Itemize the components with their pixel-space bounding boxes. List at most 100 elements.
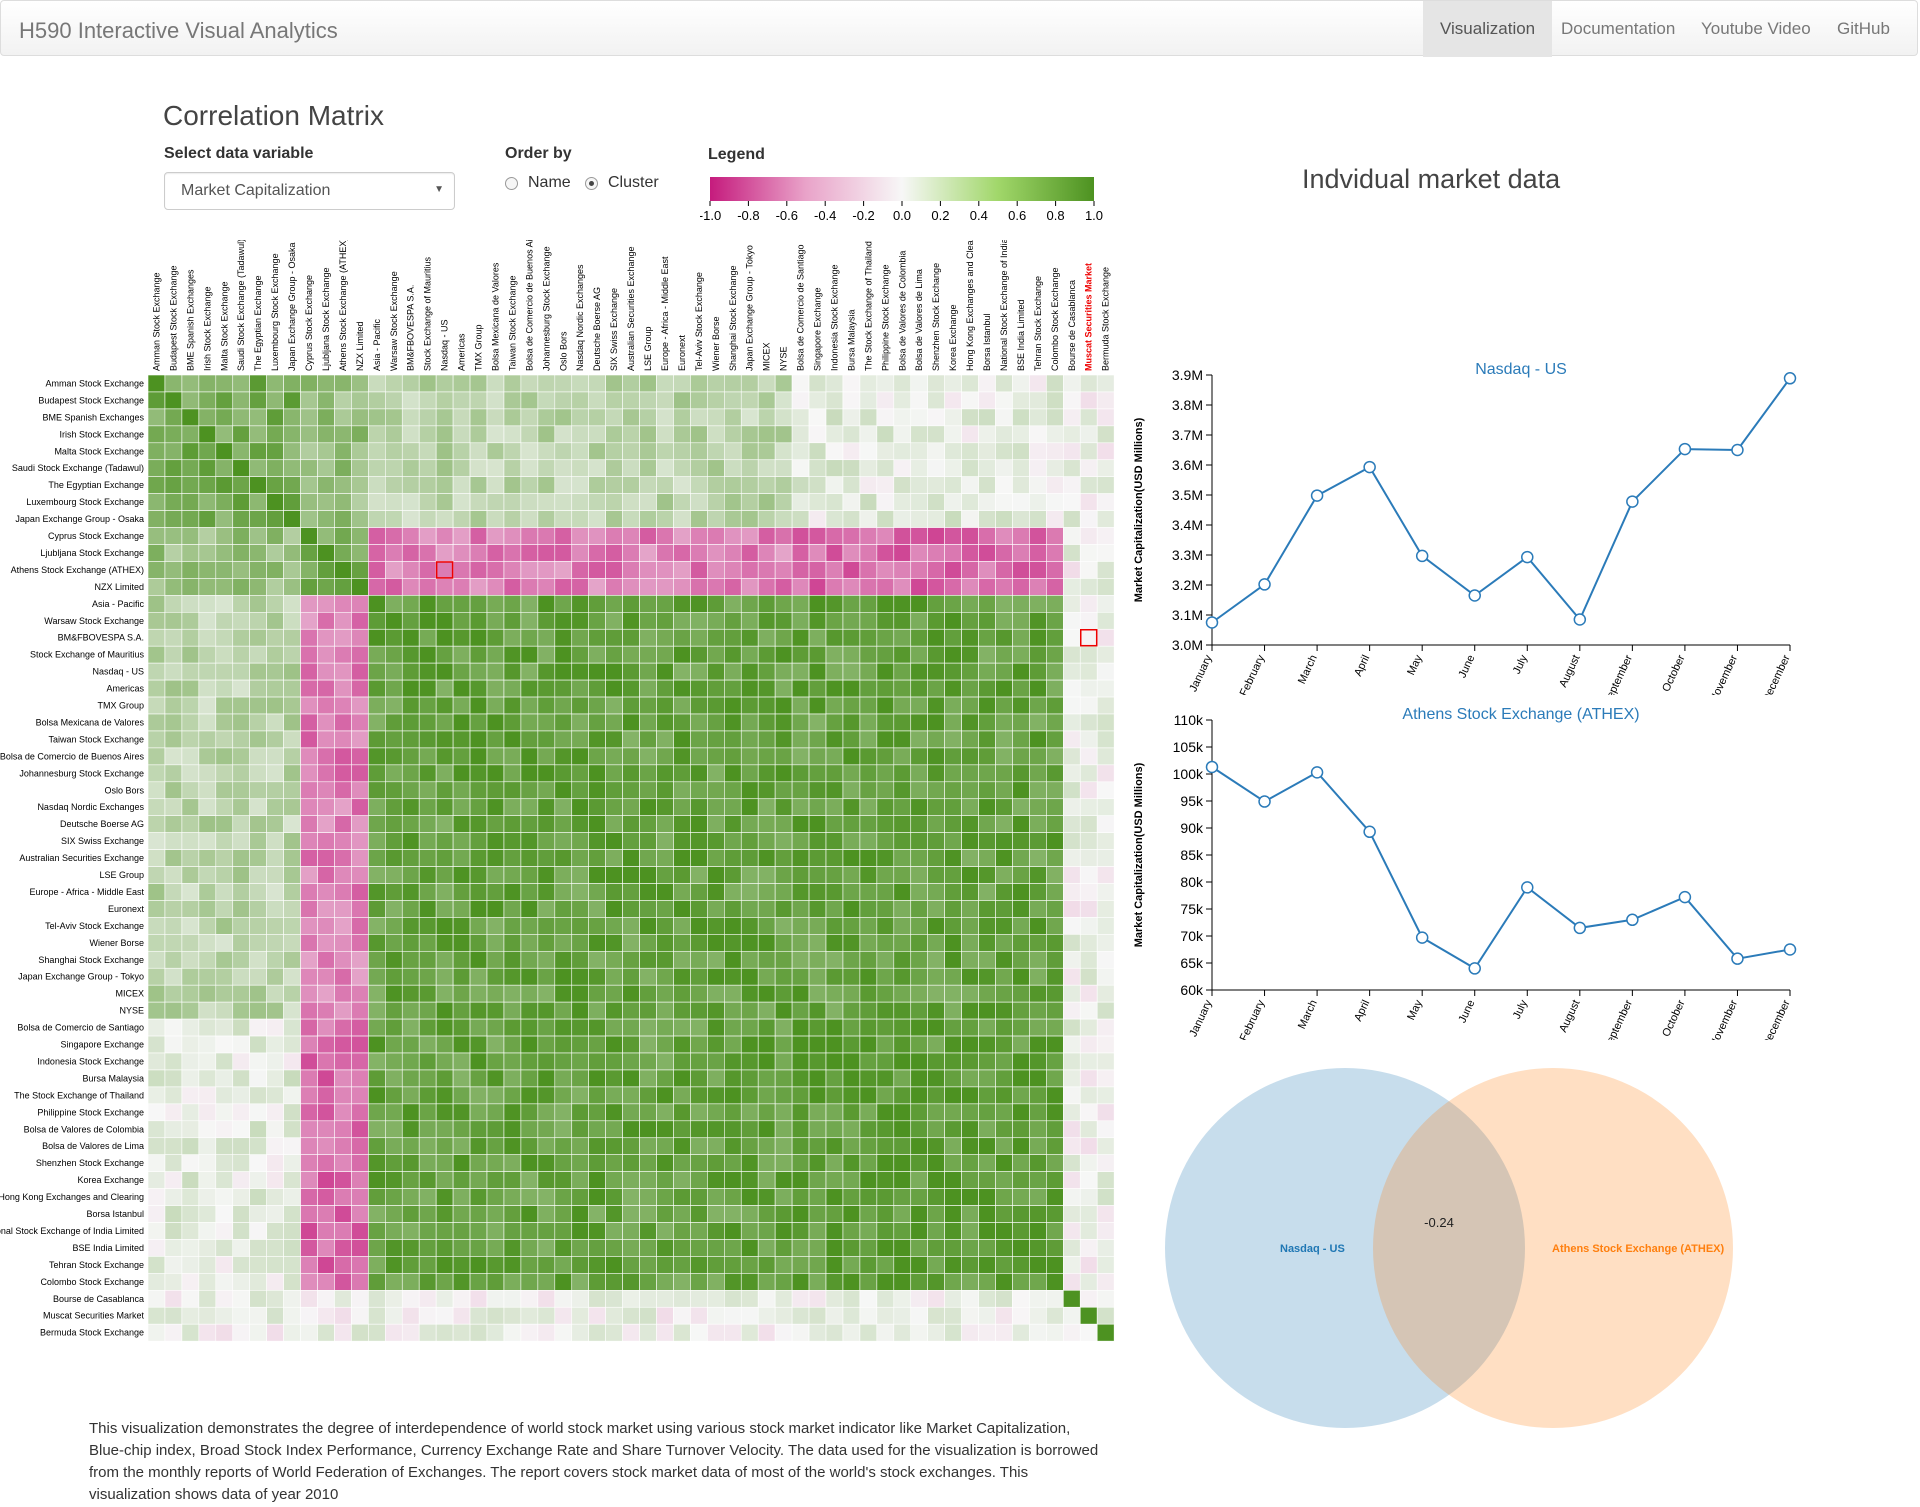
matrix-cell[interactable] [469, 578, 488, 596]
matrix-cell[interactable] [198, 1306, 217, 1325]
matrix-cell[interactable] [893, 730, 912, 749]
matrix-cell[interactable] [927, 1205, 945, 1223]
matrix-cell[interactable] [384, 493, 403, 511]
matrix-cell[interactable] [656, 696, 674, 715]
matrix-cell[interactable] [690, 1103, 708, 1122]
matrix-cell[interactable] [588, 967, 606, 986]
matrix-cell[interactable] [469, 662, 488, 681]
matrix-cell[interactable] [978, 544, 996, 562]
matrix-cell[interactable] [1079, 595, 1098, 613]
matrix-cell[interactable] [554, 866, 573, 884]
matrix-cell[interactable] [520, 781, 539, 800]
matrix-cell[interactable] [1079, 374, 1098, 393]
matrix-cell[interactable] [181, 1086, 200, 1105]
matrix-cell[interactable] [452, 1323, 471, 1342]
matrix-cell[interactable] [334, 408, 352, 427]
matrix-cell[interactable] [249, 900, 267, 918]
matrix-cell[interactable] [656, 1171, 674, 1189]
matrix-cell[interactable] [164, 442, 183, 461]
matrix-cell[interactable] [910, 1052, 929, 1071]
matrix-cell[interactable] [1096, 1239, 1115, 1257]
matrix-cell[interactable] [334, 1086, 352, 1105]
matrix-cell[interactable] [198, 815, 217, 833]
matrix-cell[interactable] [995, 645, 1013, 664]
matrix-cell[interactable] [740, 967, 759, 986]
matrix-cell[interactable] [605, 1086, 623, 1105]
matrix-cell[interactable] [368, 781, 386, 800]
matrix-cell[interactable] [995, 1018, 1013, 1037]
matrix-column-label[interactable]: Japan Exchange Group - Osaka [287, 242, 297, 371]
matrix-cell[interactable] [927, 527, 945, 545]
matrix-cell[interactable] [1046, 967, 1064, 986]
matrix-cell[interactable] [808, 1137, 827, 1156]
matrix-cell[interactable] [893, 781, 912, 800]
matrix-cell[interactable] [452, 1222, 471, 1240]
matrix-cell[interactable] [368, 798, 386, 817]
matrix-cell[interactable] [452, 1239, 471, 1257]
matrix-cell[interactable] [334, 1205, 352, 1223]
matrix-cell[interactable] [452, 781, 471, 800]
matrix-cell[interactable] [198, 459, 217, 478]
matrix-cell[interactable] [554, 628, 573, 647]
matrix-cell[interactable] [656, 645, 674, 664]
matrix-cell[interactable] [605, 730, 623, 749]
matrix-cell[interactable] [588, 510, 606, 528]
matrix-cell[interactable] [1012, 1001, 1030, 1020]
matrix-cell[interactable] [1046, 1290, 1064, 1308]
matrix-cell[interactable] [351, 1171, 369, 1189]
matrix-cell[interactable] [622, 595, 640, 613]
matrix-cell[interactable] [927, 391, 945, 410]
matrix-cell[interactable] [995, 934, 1013, 952]
order-cluster-radio[interactable] [585, 177, 598, 190]
matrix-cell[interactable] [1029, 561, 1047, 579]
matrix-cell[interactable] [198, 544, 217, 562]
matrix-cell[interactable] [334, 1052, 352, 1071]
matrix-cell[interactable] [469, 1001, 488, 1020]
data-point[interactable] [1415, 931, 1429, 944]
matrix-cell[interactable] [486, 1188, 505, 1206]
matrix-cell[interactable] [791, 1086, 810, 1105]
matrix-cell[interactable] [571, 595, 590, 613]
matrix-cell[interactable] [927, 1035, 945, 1054]
matrix-cell[interactable] [486, 527, 505, 545]
matrix-cell[interactable] [995, 1273, 1013, 1291]
matrix-cell[interactable] [215, 1171, 234, 1189]
matrix-cell[interactable] [317, 917, 335, 935]
matrix-cell[interactable] [147, 476, 166, 494]
matrix-cell[interactable] [520, 1306, 539, 1325]
matrix-cell[interactable] [368, 1188, 386, 1206]
matrix-row-label[interactable]: The Stock Exchange of Thailand [14, 1090, 144, 1100]
matrix-cell[interactable] [317, 832, 335, 850]
matrix-cell[interactable] [808, 1103, 827, 1122]
matrix-cell[interactable] [1079, 1306, 1098, 1325]
matrix-cell[interactable] [740, 1222, 759, 1240]
matrix-cell[interactable] [690, 662, 708, 681]
matrix-cell[interactable] [571, 1188, 590, 1206]
matrix-cell[interactable] [300, 544, 318, 562]
matrix-cell[interactable] [334, 374, 352, 393]
matrix-cell[interactable] [927, 679, 945, 698]
matrix-cell[interactable] [876, 1120, 895, 1139]
matrix-cell[interactable] [673, 1137, 691, 1156]
matrix-cell[interactable] [673, 1052, 691, 1071]
matrix-cell[interactable] [978, 578, 996, 596]
matrix-cell[interactable] [740, 561, 759, 579]
matrix-cell[interactable] [537, 1188, 556, 1206]
matrix-cell[interactable] [368, 1239, 386, 1257]
matrix-cell[interactable] [774, 917, 793, 935]
matrix-cell[interactable] [147, 713, 166, 732]
matrix-cell[interactable] [876, 1239, 895, 1257]
matrix-cell[interactable] [266, 883, 284, 901]
matrix-cell[interactable] [164, 611, 183, 630]
matrix-cell[interactable] [215, 1239, 234, 1257]
matrix-cell[interactable] [944, 1188, 962, 1206]
matrix-cell[interactable] [164, 1256, 183, 1274]
matrix-cell[interactable] [351, 1052, 369, 1071]
matrix-cell[interactable] [520, 832, 539, 850]
matrix-cell[interactable] [893, 815, 912, 833]
matrix-cell[interactable] [537, 493, 556, 511]
matrix-cell[interactable] [503, 425, 522, 444]
matrix-cell[interactable] [1079, 984, 1098, 1003]
matrix-cell[interactable] [808, 476, 827, 494]
matrix-cell[interactable] [215, 510, 234, 528]
